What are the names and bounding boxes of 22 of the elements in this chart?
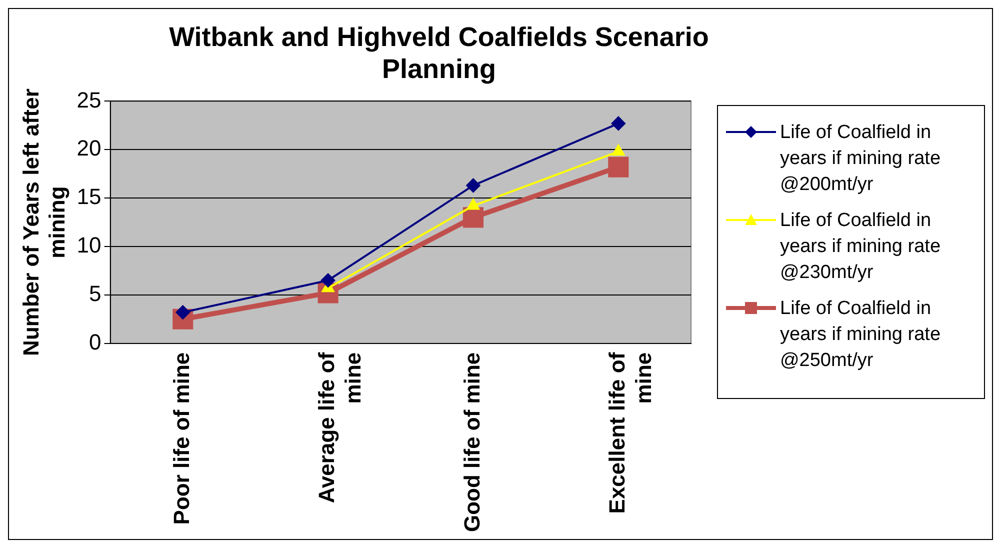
legend-label: Life of Coalfield in years if mining rate @200mt/yr — [780, 121, 942, 197]
legend-label: Life of Coalfield in years if mining rate @250mt/yr — [780, 297, 942, 373]
y-tick-label: 15 — [76, 184, 102, 210]
chart-title: Witbank and Highveld Coalfields Scenario Planning — [168, 21, 710, 85]
y-tick-label: 0 — [89, 329, 102, 354]
point — [608, 156, 629, 178]
x-tick-label: Average life of mine — [314, 352, 366, 504]
x-tick-label: Good life of mine — [459, 352, 484, 532]
y-tick-label: 5 — [89, 280, 102, 306]
point — [612, 144, 625, 156]
x-tick-label: Excellent life of mine — [604, 352, 656, 514]
legend-label: Life of Coalfield in years if mining rate @230mt/yr — [780, 209, 942, 285]
y-tick-label: 10 — [76, 232, 102, 258]
x-tick-label: Poor life of mine — [168, 352, 194, 525]
y-axis-title: Number of Years left after mining — [18, 88, 70, 356]
point — [467, 198, 480, 210]
point — [466, 178, 480, 192]
point — [462, 207, 484, 228]
point — [611, 116, 626, 130]
y-tick-label: 25 — [76, 87, 102, 112]
y-tick-label: 20 — [76, 136, 102, 161]
point — [321, 273, 336, 288]
